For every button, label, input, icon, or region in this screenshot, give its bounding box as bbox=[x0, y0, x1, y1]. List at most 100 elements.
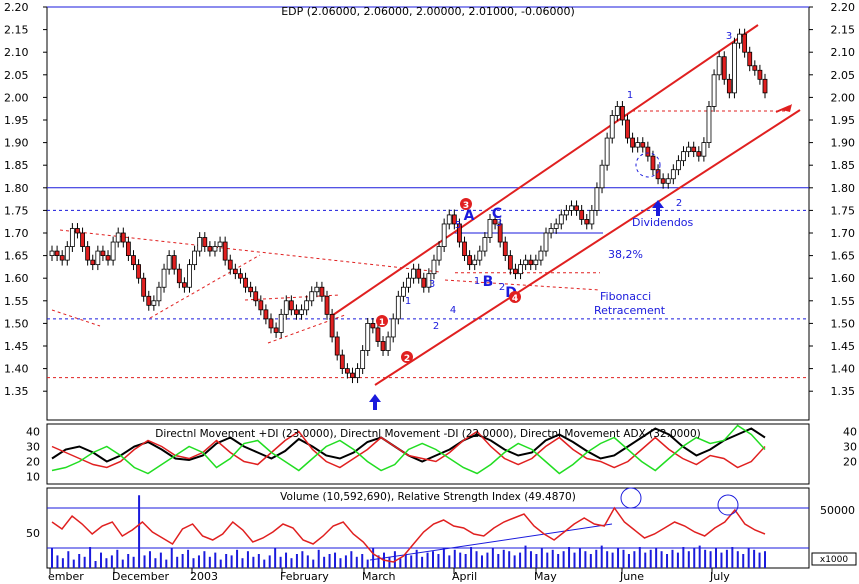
rsi-line bbox=[51, 506, 766, 563]
candle-body bbox=[187, 264, 192, 288]
circled-wave-marker bbox=[460, 198, 472, 210]
price-ytick-right: 1.80 bbox=[831, 182, 856, 195]
candle-body bbox=[711, 74, 717, 107]
candle-body bbox=[670, 169, 676, 180]
dividend-arrow bbox=[652, 200, 664, 216]
candle-body bbox=[563, 209, 569, 216]
candle-body bbox=[375, 327, 381, 342]
candle-body bbox=[207, 246, 213, 252]
candle-body bbox=[95, 250, 101, 266]
candle-body bbox=[273, 327, 279, 333]
candle-body bbox=[212, 246, 218, 252]
wave-count-label: 3 bbox=[496, 218, 502, 229]
price-ytick-right: 1.50 bbox=[831, 317, 856, 330]
price-ytick-right: 1.45 bbox=[831, 340, 856, 353]
candle-body bbox=[411, 268, 416, 279]
volume-unit-label: x1000 bbox=[820, 555, 849, 565]
candle-body bbox=[762, 78, 768, 94]
dmi-ytick-left: 10 bbox=[26, 471, 40, 484]
candle-body bbox=[329, 313, 335, 338]
candle-body bbox=[314, 286, 320, 293]
rsi-ytick-left: 50 bbox=[26, 527, 40, 540]
candle-body bbox=[630, 137, 635, 148]
candle-body bbox=[737, 33, 742, 44]
wave-label: B bbox=[483, 274, 494, 290]
wave-count-label: 5 bbox=[455, 220, 461, 231]
candle-body bbox=[288, 300, 294, 311]
candle-body bbox=[431, 259, 437, 275]
candle-body bbox=[120, 232, 126, 243]
candle-body bbox=[726, 78, 732, 94]
candle-body bbox=[655, 169, 661, 180]
candle-body bbox=[502, 241, 508, 256]
candle-body bbox=[650, 155, 656, 171]
candle-body bbox=[334, 336, 340, 356]
price-ytick-left: 1.35 bbox=[4, 385, 29, 398]
triangle-upper-line bbox=[59, 229, 441, 273]
buy-arrow-march bbox=[369, 394, 381, 410]
wave-count-label: 1 bbox=[405, 296, 411, 307]
price-ytick-left: 1.70 bbox=[4, 227, 29, 240]
price-ytick-right: 1.85 bbox=[831, 159, 856, 172]
candle-body bbox=[141, 277, 147, 297]
price-ytick-right: 1.60 bbox=[831, 272, 856, 285]
price-ytick-left: 2.00 bbox=[4, 91, 29, 104]
x-axis-tick-label: April bbox=[452, 570, 477, 583]
candle-body bbox=[497, 223, 503, 243]
candle-body bbox=[742, 33, 748, 53]
price-ytick-left: 1.80 bbox=[4, 182, 29, 195]
candle-body bbox=[283, 300, 289, 315]
candle-body bbox=[294, 309, 299, 315]
candle-body bbox=[248, 286, 254, 293]
candle-body bbox=[518, 264, 523, 275]
candle-body bbox=[543, 232, 549, 252]
candle-body bbox=[151, 300, 157, 306]
candle-body bbox=[584, 219, 590, 225]
candle-body bbox=[125, 241, 131, 256]
channel-lower-line bbox=[374, 109, 801, 386]
candle-body bbox=[136, 264, 141, 279]
price-ytick-right: 2.10 bbox=[831, 46, 856, 59]
target-arrow-shaft bbox=[775, 105, 791, 113]
price-ytick-right: 2.05 bbox=[831, 69, 856, 82]
candle-body bbox=[716, 56, 722, 76]
candle-body bbox=[268, 318, 274, 329]
price-ytick-right: 2.00 bbox=[831, 91, 856, 104]
candle-body bbox=[360, 350, 366, 369]
candle-body bbox=[75, 228, 80, 234]
candle-body bbox=[380, 341, 386, 351]
candle-body bbox=[166, 255, 172, 270]
fib-dashed-line bbox=[444, 279, 601, 291]
price-ytick-right: 1.75 bbox=[831, 204, 856, 217]
wave-count-label: 2 bbox=[433, 321, 439, 332]
circled-wave-label: 3 bbox=[463, 201, 469, 211]
dmi-title: Directnl Movement +DI (23.0000), Directn… bbox=[155, 428, 701, 440]
x-axis-tick-label: May bbox=[534, 570, 557, 583]
candle-body bbox=[319, 286, 325, 297]
candle-body bbox=[446, 214, 452, 225]
candle-body bbox=[757, 69, 763, 80]
wave-count-label: 1 bbox=[474, 276, 480, 287]
candle-body bbox=[538, 250, 544, 261]
candle-body bbox=[569, 205, 574, 211]
price-ytick-right: 1.90 bbox=[831, 137, 856, 150]
candle-body bbox=[299, 309, 304, 315]
dividendos-label: Dividendos bbox=[632, 216, 694, 229]
candle-body bbox=[625, 119, 630, 139]
candle-body bbox=[171, 255, 177, 270]
candle-body bbox=[548, 228, 554, 234]
candle-body bbox=[222, 241, 228, 261]
candle-body bbox=[390, 318, 396, 338]
candle-body bbox=[54, 250, 60, 257]
price-ytick-left: 1.90 bbox=[4, 137, 29, 150]
candle-body bbox=[467, 255, 473, 266]
candle-body bbox=[752, 65, 758, 71]
candle-body bbox=[523, 259, 529, 266]
candle-body bbox=[370, 322, 376, 329]
candle-body bbox=[395, 295, 401, 320]
price-ytick-left: 1.65 bbox=[4, 250, 29, 263]
candle-body bbox=[676, 160, 681, 171]
candle-body bbox=[553, 223, 559, 229]
price-ytick-right: 1.70 bbox=[831, 227, 856, 240]
